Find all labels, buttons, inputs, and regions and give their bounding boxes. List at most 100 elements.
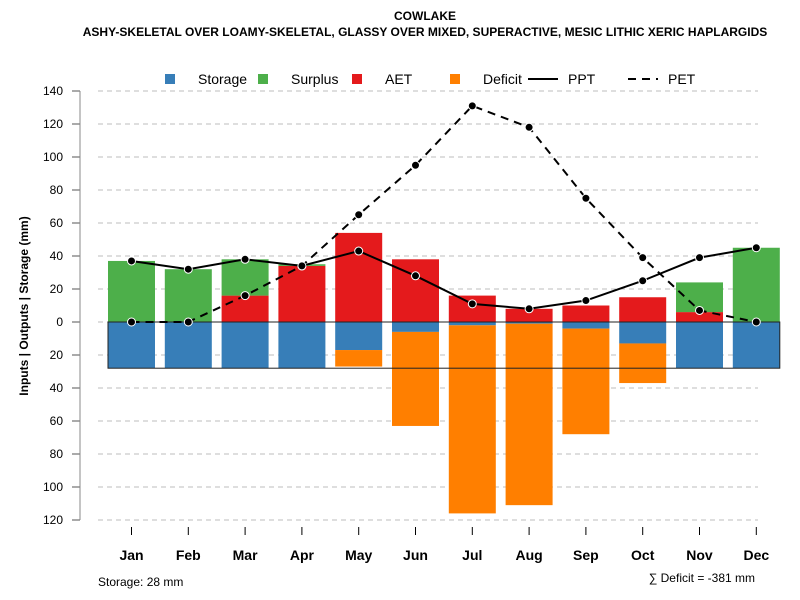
legend-label: PET <box>668 71 696 87</box>
legend: Storage Surplus AET Deficit PPT PET <box>165 71 696 87</box>
y-tick-label: 0 <box>56 315 63 329</box>
legend-swatch <box>165 74 175 84</box>
legend-label: PPT <box>568 71 596 87</box>
x-tick-label: May <box>345 547 372 563</box>
bar-storage <box>392 322 439 332</box>
y-tick-label: 20 <box>50 348 64 362</box>
bar-storage <box>676 322 723 369</box>
x-axis: Jan Feb Mar Apr May Jun Jul Aug Sep Oct Nov Dec <box>119 527 769 563</box>
bar-aet <box>505 308 553 322</box>
bar-deficit <box>619 343 667 384</box>
x-tick-label: Oct <box>631 547 655 563</box>
y-tick-label: 120 <box>43 513 63 527</box>
point-ppt <box>751 243 761 253</box>
y-tick-label: 140 <box>43 84 63 98</box>
y-tick-label: 40 <box>50 381 64 395</box>
legend-swatch <box>450 74 460 84</box>
bar-storage <box>278 322 326 369</box>
bar-deficit <box>562 328 610 435</box>
y-tick-label: 100 <box>43 150 63 164</box>
bar-storage <box>562 322 610 329</box>
point-pet <box>183 317 193 327</box>
x-tick-label: Jun <box>403 547 428 563</box>
lines <box>127 101 761 327</box>
bars <box>108 232 780 514</box>
legend-swatch <box>352 74 362 84</box>
bar-aet <box>562 305 610 322</box>
y-tick-label: 40 <box>50 249 64 263</box>
point-pet <box>695 305 704 315</box>
y-tick-label: 80 <box>50 183 64 197</box>
x-tick-label: Aug <box>515 547 542 563</box>
storage-note: Storage: 28 mm <box>98 575 183 589</box>
bar-deficit <box>335 350 383 367</box>
point-pet <box>581 193 591 203</box>
point-ppt <box>524 304 534 314</box>
x-tick-label: Jul <box>462 547 482 563</box>
point-pet <box>127 317 136 327</box>
x-tick-label: Sep <box>573 547 599 563</box>
point-ppt <box>183 264 193 274</box>
point-ppt <box>354 246 364 256</box>
bar-storage <box>619 322 667 344</box>
x-tick-label: Jan <box>119 547 143 563</box>
bar-surplus <box>164 269 212 322</box>
legend-label: Deficit <box>483 71 522 87</box>
point-ppt <box>127 256 136 266</box>
bar-deficit <box>392 331 439 426</box>
point-ppt <box>240 254 250 264</box>
bar-storage <box>164 322 212 369</box>
line-ppt <box>131 246 757 310</box>
point-pet <box>240 291 250 301</box>
y-axis: 140 120 100 80 60 40 20 0 20 40 60 80 100 120 <box>43 84 81 527</box>
y-axis-label: Inputs | Outputs | Storage (mm) <box>17 216 31 395</box>
y-tick-label: 20 <box>50 282 64 296</box>
bar-storage <box>221 322 269 369</box>
point-ppt <box>638 276 648 286</box>
y-tick-label: 80 <box>50 447 64 461</box>
legend-label: Surplus <box>291 71 338 87</box>
point-ppt <box>297 261 307 271</box>
bar-aet <box>619 297 667 322</box>
point-pet <box>467 101 477 111</box>
chart-subtitle: ASHY-SKELETAL OVER LOAMY-SKELETAL, GLASS… <box>83 25 768 39</box>
x-tick-label: Nov <box>686 547 713 563</box>
x-tick-label: Feb <box>176 547 201 563</box>
point-ppt <box>695 253 704 263</box>
bar-deficit <box>505 323 553 506</box>
bar-surplus <box>732 247 780 322</box>
point-ppt <box>581 296 591 306</box>
point-ppt <box>467 299 477 309</box>
x-tick-label: Dec <box>743 547 769 563</box>
legend-label: Storage <box>198 71 247 87</box>
bar-aet <box>335 232 383 322</box>
point-pet <box>411 160 420 170</box>
bar-aet <box>278 265 326 322</box>
bar-surplus <box>108 260 155 322</box>
bar-storage <box>448 322 496 326</box>
chart-title: COWLAKE <box>394 9 456 23</box>
point-pet <box>524 122 534 132</box>
point-ppt <box>411 271 420 281</box>
legend-label: AET <box>385 71 413 87</box>
bar-surplus <box>221 259 269 296</box>
storage-capacity-box <box>107 321 781 369</box>
legend-swatch <box>258 74 268 84</box>
y-tick-label: 60 <box>50 414 64 428</box>
point-pet <box>354 210 364 220</box>
x-tick-label: Mar <box>233 547 258 563</box>
line-pet <box>131 104 757 323</box>
bar-storage <box>108 322 155 369</box>
point-pet <box>751 317 761 327</box>
x-tick-label: Apr <box>290 547 315 563</box>
deficit-sum-note: ∑ Deficit = -381 mm <box>649 571 755 585</box>
bar-storage <box>505 322 553 324</box>
bar-storage <box>732 322 780 369</box>
bar-deficit <box>448 325 496 514</box>
y-tick-label: 60 <box>50 216 64 230</box>
y-tick-label: 120 <box>43 117 63 131</box>
bar-aet <box>676 312 723 322</box>
bar-storage <box>335 322 383 351</box>
point-pet <box>638 253 648 263</box>
